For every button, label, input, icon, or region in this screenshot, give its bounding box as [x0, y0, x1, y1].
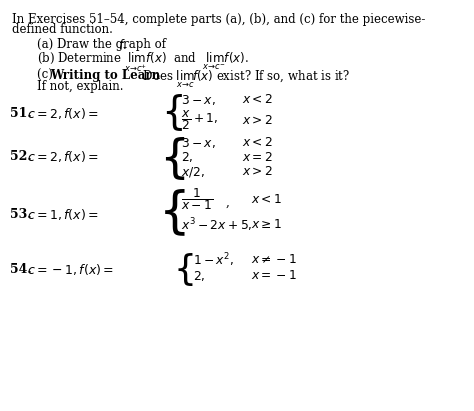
Text: $2,$: $2,$ — [181, 150, 194, 164]
Text: $1 - x^2,$: $1 - x^2,$ — [193, 251, 234, 269]
Text: ,: , — [226, 196, 229, 209]
Text: $x = -1$: $x = -1$ — [251, 269, 297, 282]
Text: (a) Draw the graph of: (a) Draw the graph of — [37, 38, 170, 51]
Text: $\dfrac{x}{2}+ 1,$: $\dfrac{x}{2}+ 1,$ — [181, 108, 219, 132]
Text: $x \geq 1$: $x \geq 1$ — [251, 218, 282, 231]
Text: $x > 2$: $x > 2$ — [242, 165, 273, 178]
Text: In Exercises 51–54, complete parts (a), (b), and (c) for the piecewise-: In Exercises 51–54, complete parts (a), … — [12, 13, 425, 26]
Text: $f$.: $f$. — [118, 38, 127, 52]
Text: $\{$: $\{$ — [173, 252, 194, 289]
Text: defined function.: defined function. — [12, 23, 113, 37]
Text: $3 - x,$: $3 - x,$ — [181, 136, 216, 150]
Text: (b) Determine $\lim_{x \to c^+}\!f(x)$  and  $\lim_{x \to c^-}\!f(x)$.: (b) Determine $\lim_{x \to c^+}\!f(x)$ a… — [37, 51, 249, 74]
Text: $x < 2$: $x < 2$ — [242, 93, 273, 106]
Text: 51.: 51. — [10, 107, 32, 120]
Text: 53.: 53. — [10, 208, 32, 221]
Text: 52.: 52. — [10, 150, 32, 163]
Text: $x > 2$: $x > 2$ — [242, 113, 273, 127]
Text: Does $\lim_{x \to c}\!f(x)$ exist? If so, what is it?: Does $\lim_{x \to c}\!f(x)$ exist? If so… — [138, 69, 350, 90]
Text: $c = 2, f(x) =$: $c = 2, f(x) =$ — [27, 106, 99, 121]
Text: 54.: 54. — [10, 263, 32, 276]
Text: $x < 2$: $x < 2$ — [242, 136, 273, 149]
Text: $x^3 - 2x + 5,$: $x^3 - 2x + 5,$ — [181, 216, 253, 233]
Text: $\{$: $\{$ — [159, 135, 185, 182]
Text: (c): (c) — [37, 69, 57, 81]
Text: Writing to Learn: Writing to Learn — [50, 69, 160, 81]
Text: $c = 2, f(x) =$: $c = 2, f(x) =$ — [27, 149, 99, 164]
Text: $x \neq -1$: $x \neq -1$ — [251, 253, 297, 266]
Text: $2,$: $2,$ — [193, 268, 205, 283]
Text: $\{$: $\{$ — [158, 188, 186, 238]
Text: $\{$: $\{$ — [161, 92, 183, 133]
Text: If not, explain.: If not, explain. — [37, 80, 124, 93]
Text: $\dfrac{1}{x − 1}$: $\dfrac{1}{x − 1}$ — [181, 186, 214, 212]
Text: $3 - x,$: $3 - x,$ — [181, 93, 216, 107]
Text: $x/2,$: $x/2,$ — [181, 165, 205, 179]
Text: $c = -1, f(x) =$: $c = -1, f(x) =$ — [27, 262, 114, 277]
Text: $x < 1$: $x < 1$ — [251, 193, 282, 206]
Text: $x = 2$: $x = 2$ — [242, 151, 273, 164]
Text: $c = 1, f(x) =$: $c = 1, f(x) =$ — [27, 207, 99, 222]
